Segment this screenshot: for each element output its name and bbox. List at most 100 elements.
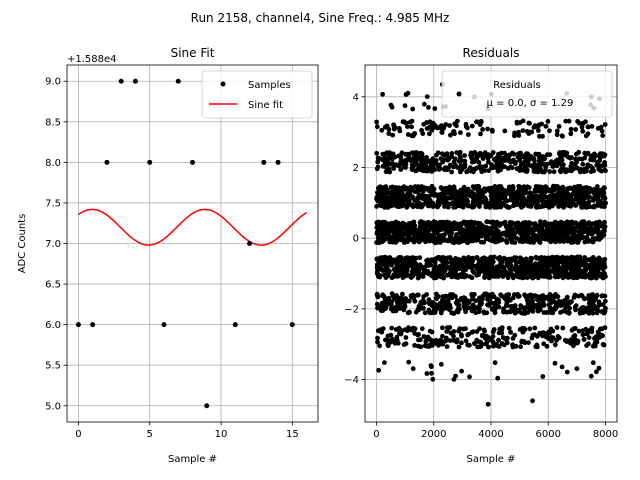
residual-point	[474, 119, 479, 125]
residual-point	[468, 168, 474, 174]
residual-point	[572, 226, 578, 231]
residual-point	[602, 122, 608, 127]
residual-point	[481, 327, 487, 333]
residual-point	[419, 219, 424, 225]
residual-point	[558, 310, 563, 315]
residual-point	[377, 266, 383, 272]
residual-point	[566, 118, 572, 124]
residual-point	[429, 329, 435, 335]
residual-point	[426, 193, 432, 199]
residual-point	[596, 301, 602, 306]
residual-point	[423, 160, 429, 166]
residual-point	[448, 238, 453, 243]
residual-point	[602, 298, 608, 304]
residuals-y-tick-label: −2	[344, 304, 359, 315]
residual-point	[477, 189, 483, 195]
residual-point	[527, 190, 533, 196]
residual-point	[573, 220, 579, 226]
residual-point	[536, 303, 542, 309]
residual-point	[479, 169, 485, 175]
residual-point	[424, 94, 430, 99]
residual-point	[583, 257, 589, 263]
sample-point	[90, 322, 96, 328]
residual-point	[575, 268, 581, 274]
residual-point	[390, 151, 396, 157]
residual-point	[456, 239, 461, 245]
residual-point	[506, 232, 511, 237]
sine-fit-legend: Samples Sine fit	[201, 70, 313, 119]
residual-point	[403, 165, 408, 170]
residual-point	[439, 191, 445, 197]
residual-point	[555, 334, 561, 339]
residual-point	[581, 337, 587, 342]
residual-point	[584, 234, 590, 240]
residual-point	[403, 341, 409, 347]
residual-point	[459, 333, 464, 339]
residual-point	[553, 184, 558, 189]
residual-point	[542, 231, 548, 237]
residual-point	[594, 369, 599, 375]
residual-point	[571, 255, 577, 260]
residual-point	[374, 124, 380, 130]
residual-point	[504, 340, 510, 346]
residual-point	[405, 224, 411, 230]
residual-point	[548, 234, 554, 240]
residual-point	[438, 185, 444, 191]
residual-point	[521, 184, 527, 190]
residual-point	[474, 231, 480, 237]
residual-point	[487, 187, 492, 193]
residual-point	[379, 300, 385, 306]
residual-point	[456, 328, 461, 334]
residual-point	[584, 200, 589, 206]
residual-point	[446, 165, 452, 171]
residual-point	[433, 295, 439, 301]
residual-point	[419, 127, 424, 133]
residual-point	[453, 199, 459, 205]
residual-point	[428, 272, 434, 277]
residual-point	[468, 193, 474, 198]
residual-point	[536, 158, 542, 164]
residual-point	[498, 292, 503, 298]
residual-point	[520, 329, 526, 335]
residual-point	[544, 343, 550, 349]
residual-point	[399, 150, 405, 156]
sine-fit-x-tick-label: 5	[147, 429, 153, 440]
residual-point	[380, 293, 385, 299]
residual-point	[547, 307, 553, 313]
residual-point	[595, 261, 600, 267]
residual-point	[375, 339, 380, 345]
residual-point	[436, 202, 442, 208]
residual-point	[490, 329, 496, 335]
residual-point	[563, 262, 569, 268]
residual-point	[448, 132, 453, 138]
residual-point	[555, 191, 561, 196]
residual-point	[470, 329, 476, 335]
residual-point	[424, 221, 430, 227]
residual-point	[572, 333, 578, 338]
residual-point	[483, 163, 489, 169]
residual-point	[459, 233, 464, 239]
residual-point	[386, 198, 392, 204]
residual-point	[599, 326, 605, 332]
residual-point	[473, 298, 479, 304]
residual-point	[559, 165, 565, 171]
residual-point	[489, 256, 495, 262]
residual-point	[441, 275, 446, 281]
residual-point	[463, 256, 469, 262]
residual-point	[586, 228, 592, 234]
residual-point	[432, 123, 438, 129]
residual-point	[387, 339, 392, 345]
residual-point	[417, 162, 423, 168]
residual-point	[559, 157, 565, 163]
residual-point	[543, 123, 549, 129]
residual-point	[555, 231, 561, 237]
residual-point	[374, 119, 379, 125]
residual-point	[558, 202, 563, 207]
residual-point	[512, 161, 518, 166]
residual-point	[504, 204, 510, 209]
residual-point	[603, 168, 608, 174]
residual-point	[458, 130, 463, 136]
residual-point	[485, 225, 490, 231]
residual-point	[556, 151, 562, 157]
residual-point	[526, 340, 531, 345]
